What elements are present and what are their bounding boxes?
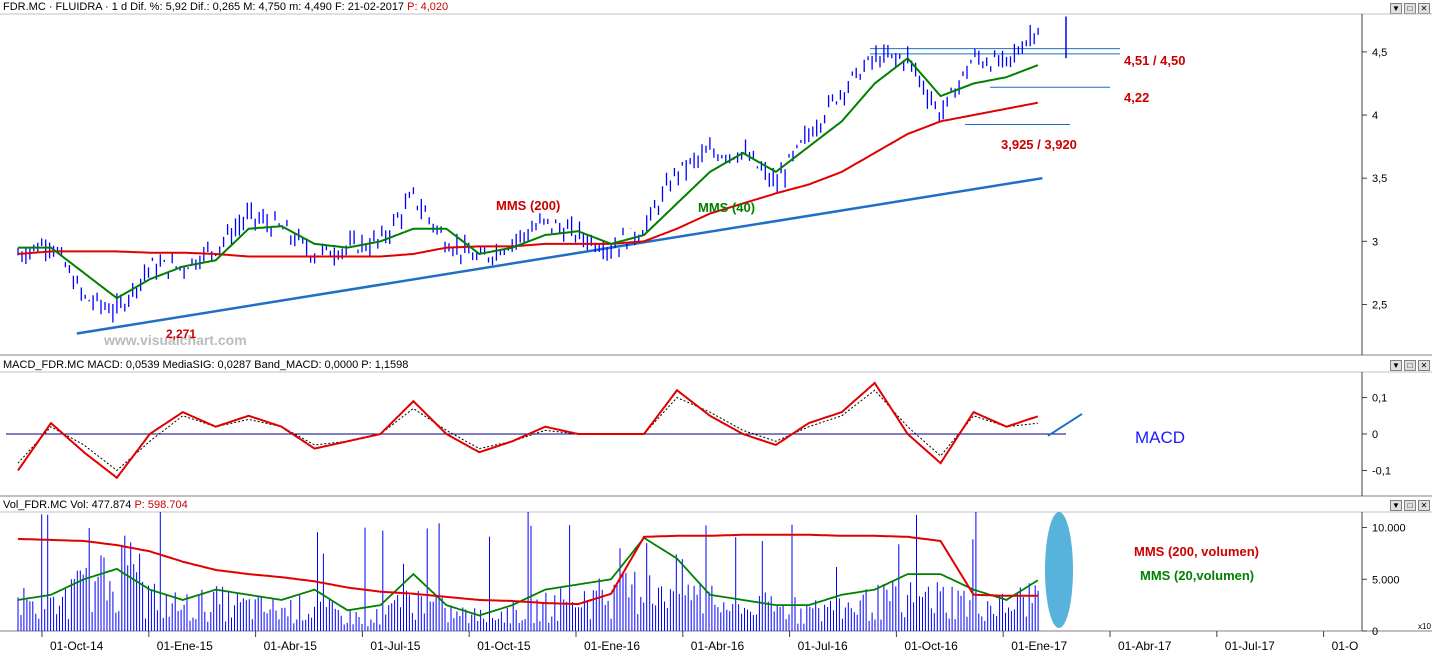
macd-close-button[interactable]: ✕ [1418, 360, 1430, 371]
x-tick-label: 01-Oct-15 [477, 639, 531, 652]
x-tick-label: 01-Ene-17 [1011, 639, 1067, 652]
x-tick-label: 01-Ene-15 [157, 639, 213, 652]
low-label: 2,271 [166, 327, 196, 341]
x-tick-label: 01-Abr-17 [1118, 639, 1172, 652]
x-tick-label: 01-Abr-15 [264, 639, 318, 652]
watermark: www.visualchart.com [103, 332, 247, 348]
vol-mms200-label: MMS (200, volumen) [1134, 544, 1259, 559]
price-tick-label: 3,5 [1372, 173, 1387, 185]
volume-tick-label: 5.000 [1372, 574, 1400, 586]
axes: 2,5 3 3,5 4 4,5 0,1 0 -0,1 10.000 5.000 0 01-Oct-14… [41, 47, 1406, 652]
macd-line [17, 381, 1039, 480]
macd-tick-label: 0,1 [1372, 393, 1387, 405]
macd-tick-label: 0 [1372, 429, 1378, 441]
x-tick-label: 01-Oct-14 [50, 639, 104, 652]
x-tick-label: 01-O [1332, 639, 1359, 652]
mms40-line [18, 56, 1039, 300]
volume-close-button[interactable]: ✕ [1418, 500, 1430, 511]
macd-panel-title: MACD_FDR.MC MACD: 0,0539 MediaSIG: 0,028… [3, 359, 409, 371]
volume-title-text: Vol_FDR.MC Vol: 477.874 [3, 499, 132, 511]
volume-highlight [1045, 512, 1073, 628]
volume-scale-tag: x10 [1418, 622, 1431, 631]
price-panel-title: FDR.MC · FLUIDRA · 1 d Dif. %: 5,92 Dif.… [3, 1, 448, 13]
macd-plot [6, 381, 1083, 480]
resistance-label: 4,51 / 4,50 [1124, 53, 1185, 68]
volume-plot [17, 512, 1073, 631]
vol-mms20-line [17, 536, 1039, 617]
mms40-label: MMS (40) [698, 200, 755, 215]
macd-signal-line [17, 389, 1038, 472]
macd-window-buttons: ▼ □ ✕ [1390, 360, 1430, 371]
volume-tick-label: 10.000 [1372, 523, 1406, 535]
volume-restore-button[interactable]: □ [1404, 500, 1416, 511]
volume-window-buttons: ▼ □ ✕ [1390, 500, 1430, 511]
trendline [76, 176, 1043, 335]
volume-minimize-button[interactable]: ▼ [1390, 500, 1402, 511]
macd-trend-line [1047, 413, 1083, 437]
support-label-1: 4,22 [1124, 90, 1149, 105]
x-tick-label: 01-Jul-16 [798, 639, 848, 652]
volume-tick-label: 0 [1372, 626, 1378, 638]
price-title-text: FDR.MC · FLUIDRA · 1 d Dif. %: 5,92 Dif.… [3, 1, 405, 13]
macd-label: MACD [1135, 428, 1185, 447]
price-tick-label: 3 [1372, 236, 1378, 248]
support-label-2: 3,925 / 3,920 [1001, 137, 1077, 152]
vol-mms20-label: MMS (20,volumen) [1140, 568, 1254, 583]
x-tick-label: 01-Jul-15 [370, 639, 420, 652]
x-tick-label: 01-Abr-16 [691, 639, 745, 652]
macd-tick-label: -0,1 [1372, 465, 1391, 477]
macd-restore-button[interactable]: □ [1404, 360, 1416, 371]
x-tick-label: 01-Jul-17 [1225, 639, 1275, 652]
price-series [17, 24, 1039, 323]
price-tick-label: 4 [1372, 110, 1378, 122]
mms200-label: MMS (200) [496, 198, 560, 213]
volume-panel-title: Vol_FDR.MC Vol: 477.874 P: 598.704 [3, 499, 188, 511]
price-title-last: P: 4,020 [407, 1, 449, 13]
price-tick-label: 4,5 [1372, 47, 1387, 59]
x-tick-label: 01-Ene-16 [584, 639, 640, 652]
volume-title-last: P: 598.704 [134, 499, 188, 511]
price-plot [17, 16, 1120, 335]
vol-mms200-line [17, 533, 1038, 606]
x-tick-label: 01-Oct-16 [904, 639, 958, 652]
mms200-line [17, 101, 1038, 258]
price-tick-label: 2,5 [1372, 299, 1387, 311]
macd-minimize-button[interactable]: ▼ [1390, 360, 1402, 371]
volume-bars [17, 512, 1039, 631]
